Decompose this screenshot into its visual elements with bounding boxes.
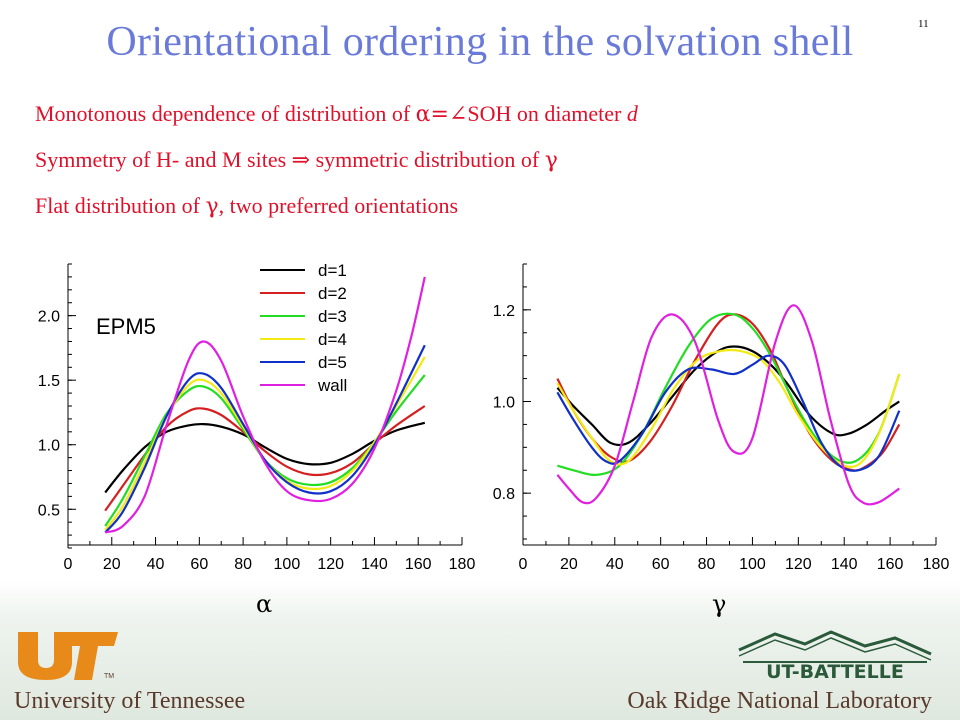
x-tick-label: 40 (147, 556, 165, 573)
bullet-3-symbol: γ (205, 194, 219, 219)
x-tick-label: 180 (449, 556, 476, 573)
legend-label: d=4 (318, 330, 347, 349)
series-line-d=2 (104, 405, 426, 512)
gamma-axis-label: γ (712, 590, 727, 618)
battelle-logo: UT-BATTELLE (738, 630, 932, 682)
x-tick-label: 160 (877, 556, 904, 573)
bullet-3: Flat distribution of γ, two preferred or… (35, 190, 638, 236)
bullet-1-symbol: α=∠ (415, 102, 468, 127)
bullet-3-text-a: Flat distribution of (35, 193, 206, 218)
series-line-curve-4 (556, 348, 901, 468)
x-tick-label: 80 (234, 556, 252, 573)
bullet-1-variable: d (626, 101, 638, 126)
x-tick-label: 20 (560, 556, 578, 573)
alpha-distribution-chart: 0.5 1.0 1.5 2.0 0 20 40 60 80 100 120 140 160 180 EPM5… (38, 261, 476, 573)
ut-logo: TM (18, 632, 118, 680)
series-line-curve-1 (556, 345, 900, 447)
y-tick-label: 2.0 (38, 309, 60, 326)
bullet-1-text-a: Monotonous dependence of distribution of (35, 101, 416, 126)
x-tick-label: 0 (519, 556, 528, 573)
slide-title: Orientational ordering in the solvation … (106, 19, 854, 65)
footer: TM UT-BATTELLE (0, 620, 960, 720)
y-tick-label: 1.5 (38, 373, 60, 390)
y-tick-label: 1.0 (38, 438, 60, 455)
x-tick-label: 60 (190, 556, 208, 573)
x-tick-label: 140 (361, 556, 388, 573)
x-tick-label: 100 (274, 556, 301, 573)
x-tick-label: 120 (317, 556, 344, 573)
ut-tm-mark: TM (104, 673, 114, 680)
bullet-2: Symmetry of H- and M sites ⇒ symmetric d… (35, 144, 638, 190)
battelle-logo-text: UT-BATTELLE (766, 661, 904, 682)
bullet-1: Monotonous dependence of distribution of… (35, 98, 638, 144)
bullet-list: Monotonous dependence of distribution of… (35, 98, 638, 236)
x-tick-label: 20 (103, 556, 121, 573)
bullet-2-text-a: Symmetry of H- and M sites (35, 147, 292, 172)
chart-annotation: EPM5 (96, 314, 156, 339)
legend-label: d=5 (318, 353, 347, 372)
y-tick-label: 0.5 (38, 502, 60, 519)
gamma-distribution-chart: 0.8 1.0 1.2 0 20 40 60 80 100 120 140 160 180 (493, 263, 949, 573)
series-line-wall (104, 276, 426, 534)
series-line-curve-5 (556, 354, 901, 472)
series-line-d=1 (104, 421, 426, 494)
x-tick-label: 160 (405, 556, 432, 573)
x-tick-label: 140 (831, 556, 858, 573)
bullet-3-text-b: , two preferred orientations (218, 193, 459, 218)
legend-label: d=1 (318, 261, 347, 280)
x-tick-label: 60 (652, 556, 670, 573)
bullet-2-arrow: ⇒ (291, 148, 311, 173)
y-tick-label: 1.2 (493, 303, 515, 320)
x-tick-label: 100 (739, 556, 766, 573)
x-tick-label: 120 (785, 556, 812, 573)
bullet-2-symbol: γ (544, 148, 558, 173)
legend-label: wall (317, 376, 347, 395)
x-tick-label: 0 (64, 556, 73, 573)
lab-name: Oak Ridge National Laboratory (627, 688, 932, 714)
x-tick-label: 180 (923, 556, 950, 573)
legend-label: d=2 (318, 284, 347, 303)
slide-number: 11 (918, 18, 929, 30)
series-line-curve-6 (556, 304, 900, 506)
x-tick-label: 80 (698, 556, 716, 573)
alpha-axis-label: α (256, 590, 273, 618)
series-line-curve-3 (557, 312, 901, 476)
y-tick-label: 0.8 (493, 486, 515, 503)
bullet-1-text-b: SOH on diameter (467, 101, 627, 126)
y-tick-label: 1.0 (493, 395, 515, 412)
university-name: University of Tennessee (14, 688, 246, 714)
legend-label: d=3 (318, 307, 347, 326)
bullet-2-text-b: symmetric distribution of (310, 147, 545, 172)
x-tick-label: 40 (606, 556, 624, 573)
